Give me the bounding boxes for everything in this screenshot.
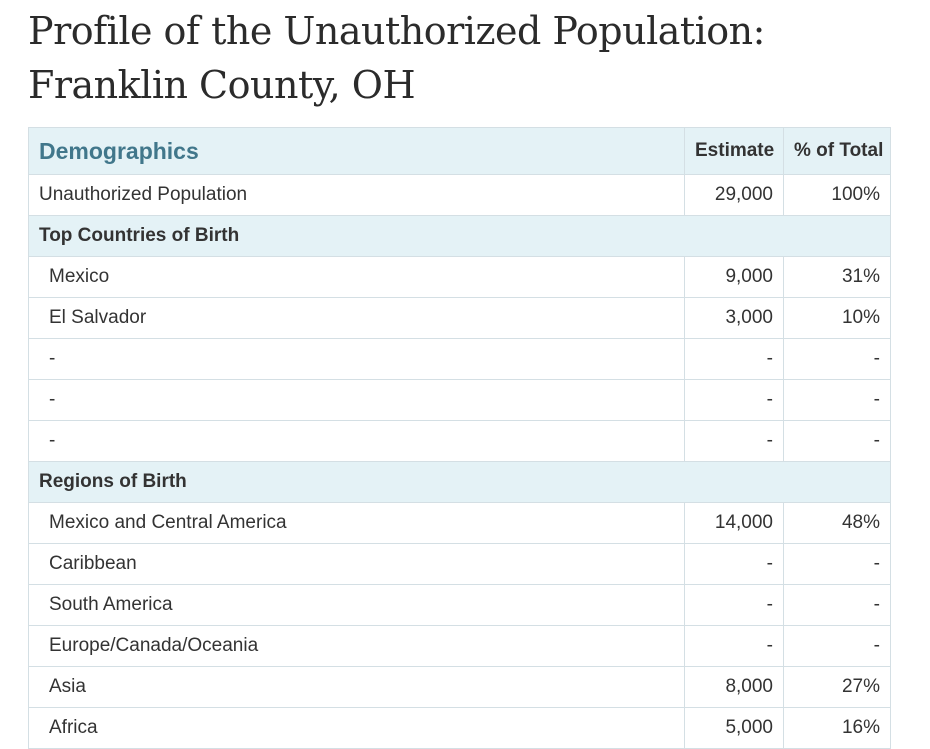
value-cell: 14,000 [684,502,784,544]
value-cell: 16% [783,707,891,749]
header-cell: Demographics [28,127,685,175]
value-cell: - [684,625,784,667]
label-cell: El Salvador [28,297,685,339]
value-cell: 8,000 [684,666,784,708]
data-row: Asia 8,000 27% [28,666,891,708]
label-cell: Asia [28,666,685,708]
value-cell: - [783,625,891,667]
value-cell: 3,000 [684,297,784,339]
value-cell: - [783,584,891,626]
header-cell: % of Total [783,127,891,175]
label-cell: Europe/Canada/Oceania [28,625,685,667]
value-cell: - [684,584,784,626]
value-cell: - [684,379,784,421]
label-cell: Mexico [28,256,685,298]
label-cell: - [28,379,685,421]
data-row: South America - - [28,584,891,626]
value-cell: 31% [783,256,891,298]
profile-table: Demographics Estimate % of Total Unautho… [28,127,891,749]
data-row: Africa 5,000 16% [28,707,891,749]
title-line: Franklin County, OH [28,63,416,107]
value-cell: 29,000 [684,174,784,216]
data-row: Mexico 9,000 31% [28,256,891,298]
value-cell: - [684,543,784,585]
section-title: Top Countries of Birth [28,215,891,257]
data-row: Unauthorized Population 29,000 100% [28,174,891,216]
data-row: --- [28,420,891,462]
title-line: Profile of the Unauthorized Population: [28,9,765,53]
data-row: Europe/Canada/Oceania - - [28,625,891,667]
label-cell: Unauthorized Population [28,174,685,216]
data-row: Mexico and Central America 14,000 48% [28,502,891,544]
data-row: --- [28,338,891,380]
section-row: Regions of Birth [28,461,891,503]
label-cell: Africa [28,707,685,749]
value-cell: - [783,379,891,421]
value-cell: - [783,420,891,462]
table-body: Unauthorized Population 29,000 100% Top Cou… [28,174,891,749]
data-row: --- [28,379,891,421]
value-cell: - [783,338,891,380]
data-row: Caribbean - - [28,543,891,585]
label-cell: - [28,338,685,380]
header-cell: Estimate [684,127,784,175]
value-cell: 48% [783,502,891,544]
value-cell: 5,000 [684,707,784,749]
section-title: Regions of Birth [28,461,891,503]
label-cell: South America [28,584,685,626]
label-cell: - [28,420,685,462]
value-cell: - [684,420,784,462]
value-cell: 10% [783,297,891,339]
label-cell: Caribbean [28,543,685,585]
data-row: El Salvador 3,000 10% [28,297,891,339]
label-cell: Mexico and Central America [28,502,685,544]
value-cell: 9,000 [684,256,784,298]
value-cell: 27% [783,666,891,708]
value-cell: - [684,338,784,380]
value-cell: 100% [783,174,891,216]
section-row: Top Countries of Birth [28,215,891,257]
value-cell: - [783,543,891,585]
header-row: Demographics Estimate % of Total [28,127,891,175]
title: Profile of the Unauthorized Population: … [28,4,765,112]
